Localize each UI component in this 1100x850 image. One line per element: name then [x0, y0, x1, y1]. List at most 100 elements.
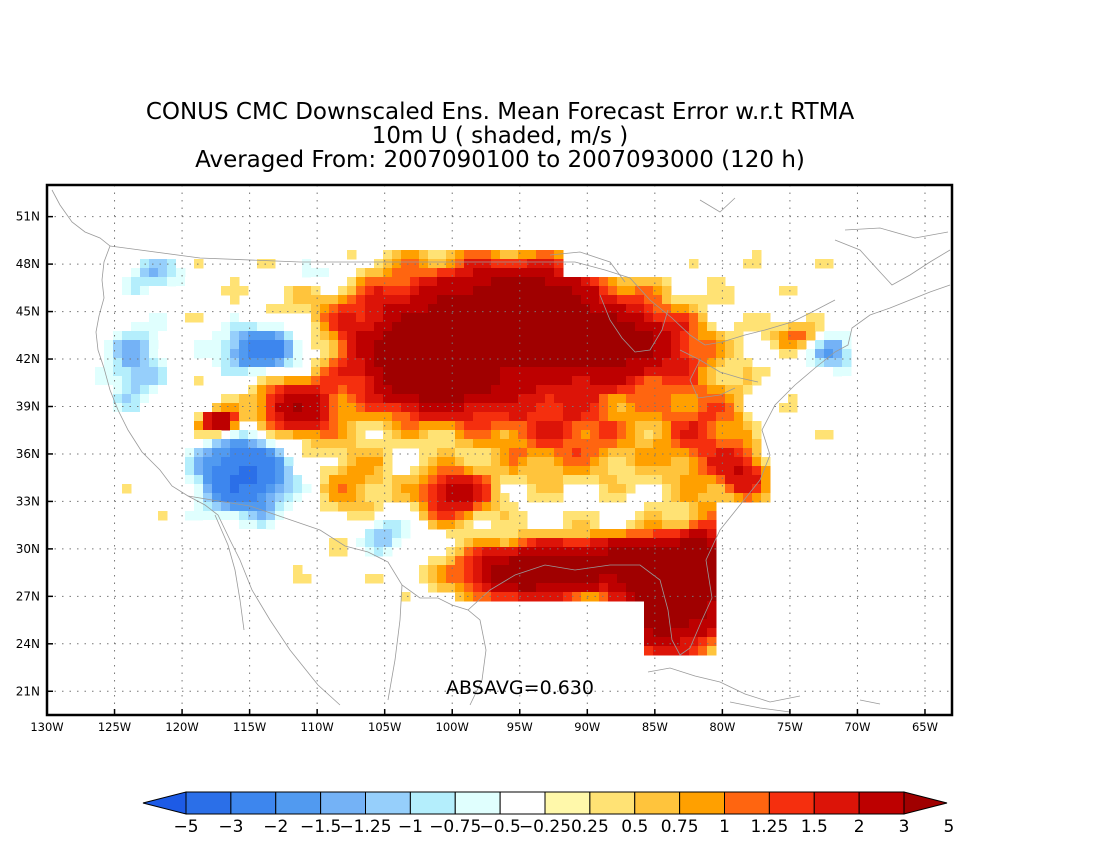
field-cell	[716, 457, 726, 467]
field-cell	[419, 250, 429, 260]
field-cell	[545, 403, 555, 413]
field-cell	[455, 340, 465, 350]
field-cell	[599, 358, 609, 368]
field-cell	[734, 439, 744, 449]
field-cell	[338, 421, 348, 431]
field-cell	[707, 565, 717, 575]
field-cell	[581, 439, 591, 449]
field-cell	[698, 457, 708, 467]
field-cell	[428, 259, 438, 269]
field-cell	[725, 376, 735, 386]
field-cell	[698, 520, 708, 530]
field-cell	[716, 358, 726, 368]
field-cell	[428, 385, 438, 395]
field-cell	[149, 277, 159, 287]
field-cell	[482, 457, 492, 467]
field-cell	[221, 529, 231, 539]
field-cell	[563, 358, 573, 368]
field-cell	[320, 349, 330, 359]
field-cell	[437, 448, 447, 458]
field-cell	[581, 520, 591, 530]
field-cell	[500, 322, 510, 332]
field-cell	[482, 430, 492, 440]
field-cell	[347, 466, 357, 476]
field-cell	[464, 403, 474, 413]
field-cell	[608, 583, 618, 593]
field-cell	[599, 331, 609, 341]
field-cell	[473, 502, 483, 512]
field-cell	[392, 511, 402, 521]
field-cell	[320, 385, 330, 395]
field-cell	[464, 484, 474, 494]
field-cell	[464, 340, 474, 350]
field-cell	[140, 304, 150, 314]
field-cell	[527, 313, 537, 323]
field-cell	[734, 448, 744, 458]
field-cell	[707, 430, 717, 440]
field-cell	[842, 349, 852, 359]
field-cell	[365, 538, 375, 548]
field-cell	[482, 511, 492, 521]
field-cell	[716, 286, 726, 296]
field-cell	[653, 313, 663, 323]
field-cell	[689, 439, 699, 449]
field-cell	[671, 601, 681, 611]
field-cell	[302, 259, 312, 269]
field-cell	[266, 403, 276, 413]
field-cell	[446, 394, 456, 404]
field-cell	[725, 475, 735, 485]
field-cell	[401, 340, 411, 350]
field-cell	[401, 322, 411, 332]
field-cell	[653, 412, 663, 422]
field-cell	[842, 358, 852, 368]
field-cell	[590, 511, 600, 521]
field-cell	[365, 340, 375, 350]
field-cell	[248, 331, 258, 341]
field-cell	[572, 304, 582, 314]
colorbar-box	[499, 791, 546, 815]
field-cell	[302, 385, 312, 395]
field-cell	[284, 421, 294, 431]
field-cell	[635, 547, 645, 557]
field-cell	[770, 340, 780, 350]
field-cell	[446, 376, 456, 386]
field-cell	[761, 403, 771, 413]
field-cell	[644, 430, 654, 440]
field-cell	[707, 574, 717, 584]
field-cell	[716, 394, 726, 404]
field-cell	[365, 394, 375, 404]
field-cell	[671, 565, 681, 575]
field-cell	[428, 511, 438, 521]
field-cell	[635, 520, 645, 530]
field-cell	[644, 403, 654, 413]
field-cell	[689, 610, 699, 620]
field-cell	[608, 403, 618, 413]
field-cell	[410, 295, 420, 305]
colorbar-box	[230, 791, 277, 815]
field-cell	[131, 286, 141, 296]
field-cell	[617, 286, 627, 296]
field-cell	[374, 277, 384, 287]
field-cell	[149, 430, 159, 440]
field-cell	[140, 403, 150, 413]
field-cell	[590, 475, 600, 485]
field-cell	[383, 439, 393, 449]
field-cell	[671, 367, 681, 377]
field-cell	[545, 331, 555, 341]
field-cell	[806, 322, 816, 332]
field-cell	[410, 250, 420, 260]
field-cell	[401, 493, 411, 503]
field-cell	[671, 448, 681, 458]
field-cell	[446, 313, 456, 323]
field-cell	[554, 421, 564, 431]
field-cell	[545, 412, 555, 422]
field-cell	[581, 313, 591, 323]
field-cell	[383, 340, 393, 350]
field-cell	[644, 457, 654, 467]
field-cell	[293, 358, 303, 368]
field-cell	[482, 358, 492, 368]
field-cell	[500, 529, 510, 539]
field-cell	[230, 340, 240, 350]
field-cell	[194, 502, 204, 512]
